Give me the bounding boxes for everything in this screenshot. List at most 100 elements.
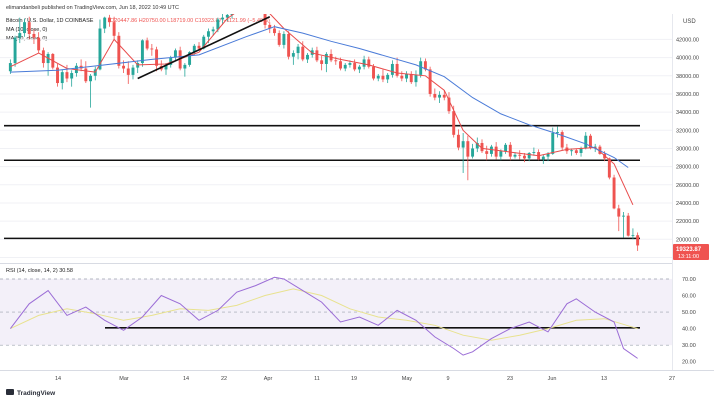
candle-body [296, 46, 300, 54]
price-tick-label: 24000.00 [676, 201, 699, 207]
candle-body [357, 66, 361, 70]
candle-body [362, 59, 366, 67]
time-tick-label: 19 [351, 376, 357, 382]
rsi-panel[interactable] [0, 276, 672, 359]
candle-body [320, 60, 324, 64]
candle-body [527, 152, 531, 159]
candle-body [107, 17, 111, 23]
candle-body [381, 75, 385, 80]
ma-fast-legend: MA (10, close, 0) [6, 27, 47, 33]
candle-body [466, 141, 470, 157]
candle-body [617, 208, 621, 217]
candle-body [556, 132, 559, 134]
candle-body [551, 133, 555, 154]
candle-body [112, 22, 116, 36]
rsi-tick-label: 30.00 [682, 343, 696, 349]
candle-body [103, 17, 107, 29]
candle-body [579, 148, 583, 153]
trend-line [137, 16, 271, 80]
price-panel[interactable] [0, 0, 672, 258]
time-axis[interactable]: 14 Mar 14 22 Apr 11 19 May 9 23 Jun 13 27 [55, 376, 675, 382]
candle-body [324, 53, 328, 64]
candle-body [32, 33, 36, 38]
candle-body [471, 148, 475, 157]
candle-body [409, 73, 413, 83]
candle-body [372, 66, 375, 79]
candle-body [339, 61, 342, 69]
candle-body [140, 40, 144, 64]
candle-body [461, 141, 465, 148]
rsi-line [10, 276, 638, 359]
candle-body [84, 68, 88, 82]
last-price-label: 19323.87 [676, 247, 702, 253]
candle-body [65, 72, 69, 79]
time-tick-label: 23 [507, 376, 513, 382]
price-tick-label: 42000.00 [676, 37, 699, 43]
candle-body [173, 50, 177, 58]
rsi-axis[interactable]: 70.00 60.00 50.00 40.00 30.00 20.00 [682, 277, 696, 366]
candle-body [225, 14, 229, 18]
price-tick-label: 38000.00 [676, 74, 699, 80]
price-tick-label: 40000.00 [676, 56, 699, 62]
candle-body [376, 75, 380, 79]
candle-body [268, 24, 272, 29]
candle-body [197, 45, 201, 49]
candle-body [60, 72, 64, 84]
last-price-badge [673, 244, 709, 260]
candle-body [513, 154, 517, 157]
candle-body [206, 31, 210, 37]
candle-body [89, 75, 92, 82]
candle-body [452, 111, 456, 135]
candle-body [202, 36, 206, 49]
candle-body [169, 57, 173, 65]
candle-body [188, 52, 192, 65]
candle-body [438, 94, 442, 98]
candle-body [155, 49, 159, 66]
tradingview-logo-icon [6, 389, 14, 395]
ma-slow-line [10, 26, 629, 168]
candle-body [70, 73, 74, 79]
candle-body [334, 60, 338, 62]
candle-body [348, 63, 352, 65]
candle-body [291, 53, 295, 57]
candle-body [584, 135, 588, 149]
candle-body [353, 63, 357, 70]
candle-body [150, 48, 154, 50]
candle-body [400, 75, 404, 79]
candle-body [306, 54, 309, 60]
candle-body [631, 235, 635, 237]
candle-body [282, 33, 286, 45]
candle-body [612, 177, 616, 209]
tradingview-logo[interactable]: TradingView [6, 389, 56, 397]
price-tick-label: 28000.00 [676, 165, 699, 171]
candle-body [405, 73, 408, 79]
candle-body [145, 40, 149, 49]
candle-body [13, 37, 17, 64]
candle-body [504, 144, 508, 152]
candle-body [485, 151, 489, 154]
candle-body [343, 64, 347, 69]
price-tick-label: 36000.00 [676, 92, 699, 98]
candle-body [607, 158, 611, 178]
rsi-tick-label: 60.00 [682, 294, 696, 300]
candle-body [423, 61, 427, 70]
candle-body [221, 17, 225, 20]
price-axis-unit: USD [683, 19, 696, 25]
time-tick-label: 27 [669, 376, 675, 382]
time-tick-label: 9 [446, 376, 449, 382]
candle-body [518, 154, 522, 156]
time-tick-label: 22 [221, 376, 227, 382]
candle-body [98, 28, 102, 70]
time-tick-label: May [402, 376, 413, 382]
rsi-tick-label: 70.00 [682, 277, 696, 283]
candle-body [122, 65, 126, 69]
candle-body [390, 63, 394, 75]
candle-body [273, 28, 276, 34]
candle-body [8, 63, 12, 72]
time-tick-label: 14 [183, 376, 189, 382]
candle-body [126, 68, 130, 75]
candle-body [626, 215, 630, 236]
price-axis[interactable]: USD 42000.00 40000.00 38000.00 36000.00 3400… [673, 19, 709, 261]
rsi-legend: RSI (14, close, 14, 2) 30.58 [6, 268, 73, 274]
ma-fast-line [10, 14, 634, 206]
